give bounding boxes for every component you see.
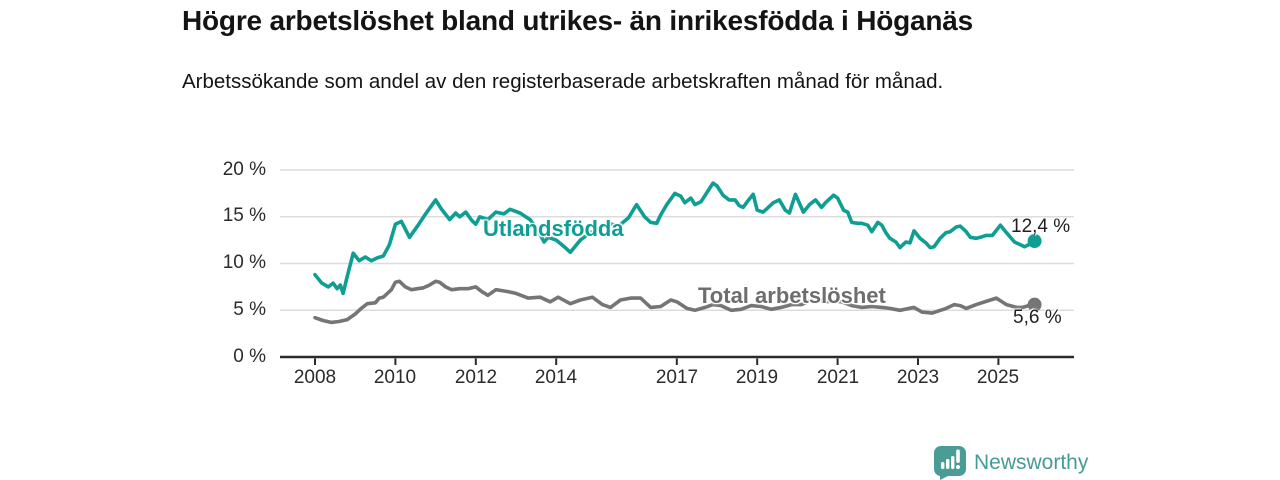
page-subtitle: Arbetssökande som andel av den registerb… — [182, 70, 944, 93]
y-axis-label-15: 15 % — [222, 205, 266, 226]
x-axis-label-2014: 2014 — [534, 367, 578, 388]
x-axis-label-2025: 2025 — [976, 367, 1020, 388]
x-axis-label-2017: 2017 — [655, 367, 699, 388]
end-value-label-utlandsfodda: 12,4 % — [1011, 216, 1071, 237]
series-label-utlandsfodda: Utlandsfödda — [483, 216, 624, 241]
x-axis-label-2019: 2019 — [735, 367, 779, 388]
x-axis-label-2021: 2021 — [816, 367, 860, 388]
series-end-dot-1 — [1027, 297, 1042, 312]
exclamation-dot — [956, 465, 960, 469]
x-axis-label-2012: 2012 — [454, 367, 498, 388]
exclamation-bar — [956, 449, 960, 463]
speech-bubble-shape — [934, 446, 966, 480]
newsworthy-branding: Newsworthy — [934, 446, 1088, 480]
newsworthy-logo-text: Newsworthy — [974, 451, 1089, 474]
newsworthy-logo-icon — [934, 446, 966, 480]
y-axis-label-10: 10 % — [222, 252, 266, 273]
series-line-1 — [313, 279, 1037, 325]
x-axis-label-2008: 2008 — [293, 367, 337, 388]
series-line-0 — [313, 181, 1037, 296]
bar-2 — [946, 459, 950, 469]
series-end-dot-0 — [1027, 234, 1042, 249]
end-value-label-total: 5,6 % — [1013, 307, 1062, 328]
y-axis-label-0: 0 % — [233, 346, 266, 367]
page-title: Högre arbetslöshet bland utrikes- än inr… — [182, 5, 974, 36]
bar-3 — [951, 456, 955, 469]
series-label-total-arbetsloshet: Total arbetslöshet — [698, 283, 886, 308]
y-axis-label-5: 5 % — [233, 299, 266, 320]
y-axis-label-20: 20 % — [222, 159, 266, 180]
x-axis-label-2023: 2023 — [896, 367, 940, 388]
x-axis-label-2010: 2010 — [373, 367, 417, 388]
bar-1 — [941, 462, 945, 469]
